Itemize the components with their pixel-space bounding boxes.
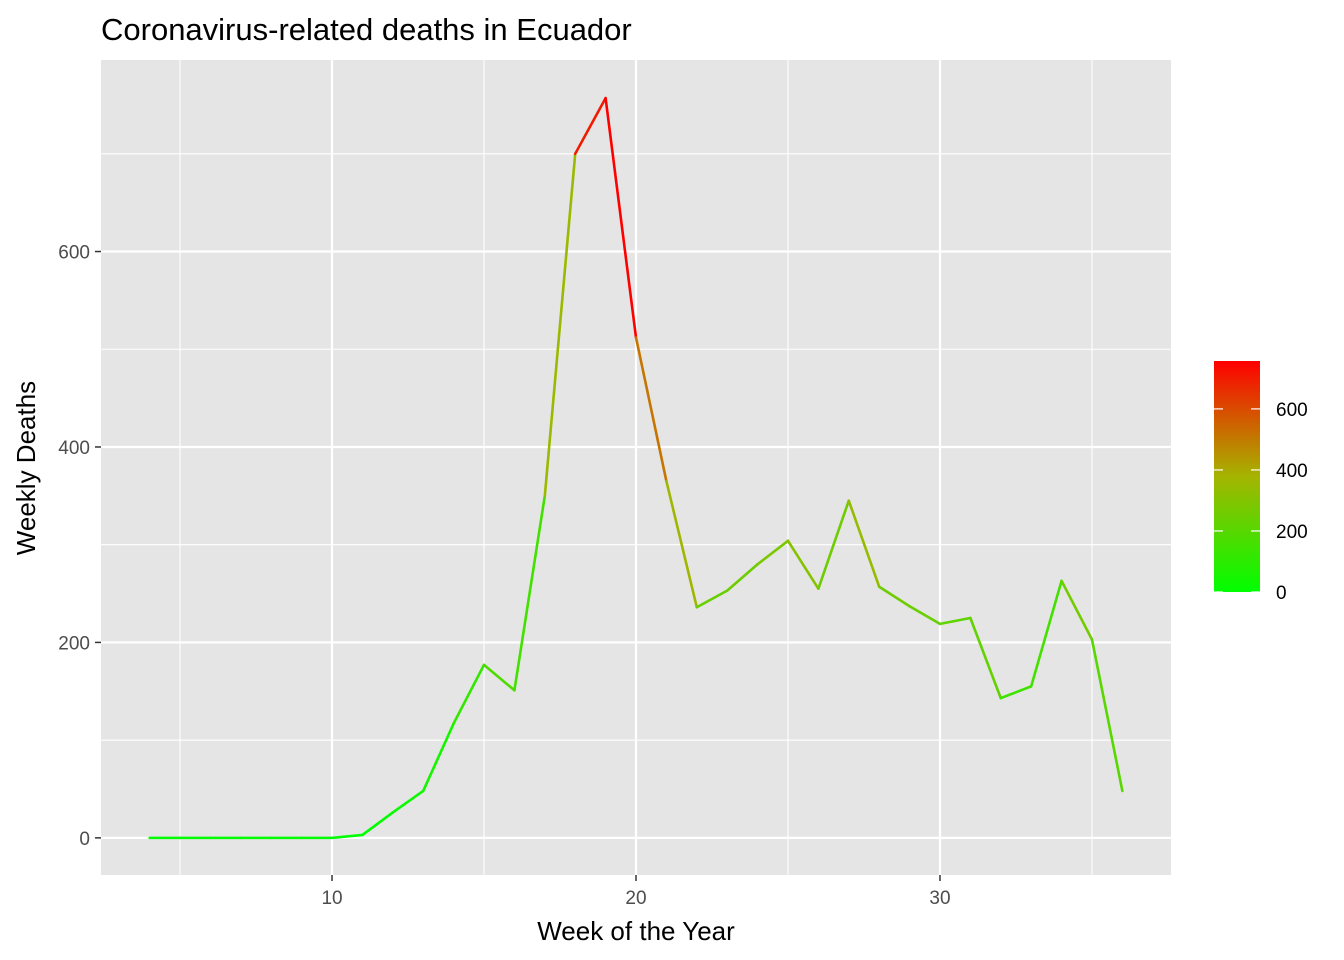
line-segment	[1090, 638, 1124, 793]
line-segment	[756, 539, 790, 566]
line-segment	[1029, 579, 1063, 688]
x-axis-title: Week of the Year	[537, 916, 735, 946]
line-segment	[361, 811, 395, 837]
line-segment	[1060, 579, 1094, 641]
color-legend: 0 200 400 600	[1214, 361, 1308, 604]
x-tick-label: 10	[321, 888, 342, 909]
line-segment	[877, 585, 911, 608]
line-segment	[908, 604, 942, 626]
y-tick-label: 200	[58, 633, 90, 654]
line-segment	[573, 96, 607, 156]
line-segment	[513, 494, 547, 692]
line-segment	[938, 616, 972, 626]
line-segment	[999, 685, 1033, 700]
line-segment	[452, 663, 486, 725]
line-segment	[725, 562, 759, 592]
line-segment	[665, 479, 699, 609]
legend-tick-label: 200	[1276, 522, 1308, 543]
line-segment	[330, 833, 364, 840]
chart-title: Coronavirus-related deaths in Ecuador	[101, 12, 632, 47]
line-segment	[786, 539, 820, 590]
line-segment	[695, 589, 729, 609]
line-segment	[543, 152, 577, 498]
line-segment	[482, 663, 516, 692]
line-segment	[391, 789, 425, 814]
y-axis-title: Weekly Deaths	[11, 381, 41, 555]
legend-colorbar	[1214, 361, 1260, 592]
y-tick-label: 0	[79, 829, 90, 850]
line-segment	[969, 616, 1003, 700]
major-grid	[101, 60, 1171, 875]
y-axis: 0 200 400 600	[58, 243, 101, 850]
line-segment	[634, 336, 668, 483]
line-segment	[604, 96, 638, 339]
y-tick-label: 400	[58, 438, 90, 459]
line-segment	[421, 722, 455, 793]
legend-tick-label: 0	[1276, 583, 1287, 604]
x-axis: 10 20 30	[321, 875, 951, 909]
x-tick-label: 30	[929, 888, 950, 909]
series-line	[148, 96, 1124, 840]
line-segment	[817, 499, 851, 590]
y-tick-label: 600	[58, 243, 90, 264]
line-segment	[847, 499, 881, 589]
legend-tick-label: 400	[1276, 461, 1308, 482]
x-tick-label: 20	[625, 888, 646, 909]
legend-tick-label: 600	[1276, 400, 1308, 421]
